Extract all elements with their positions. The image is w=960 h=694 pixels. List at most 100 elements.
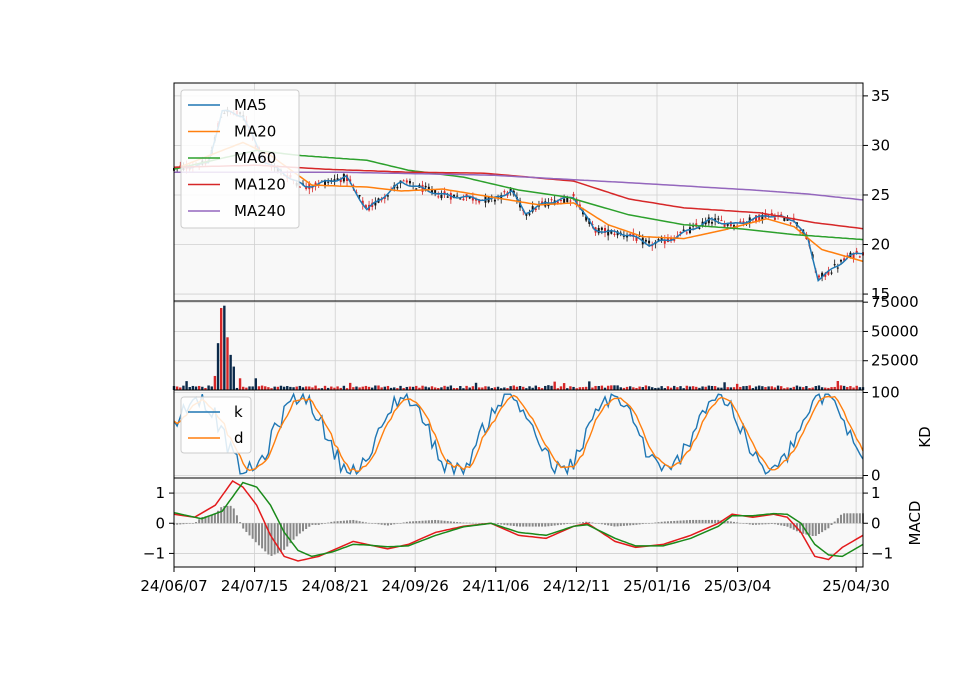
macd-hist-bar [729, 521, 732, 524]
volume-bar [528, 386, 531, 390]
volume-bar [701, 386, 704, 390]
volume-bar [499, 388, 503, 390]
macd-hist-bar [270, 523, 273, 556]
macd-hist-bar [279, 523, 282, 552]
kd-line-k [173, 392, 864, 477]
macd-hist-bar [182, 523, 185, 525]
macd-hist-bar [755, 523, 758, 525]
macd-hist-bar [613, 523, 616, 527]
volume-bar [544, 385, 547, 390]
macd-hist-bar [635, 523, 638, 525]
volume-bar [846, 386, 849, 390]
volume-bar [635, 387, 638, 390]
macd-hist-bar [559, 523, 562, 525]
candle-body [610, 230, 613, 234]
macd-histogram [173, 505, 864, 556]
volume-bar [830, 387, 833, 390]
volume-bar [320, 388, 324, 390]
candle-body [405, 180, 408, 183]
candle-body [559, 199, 562, 201]
volume-bar [534, 385, 538, 390]
macd-hist-bar [500, 523, 503, 525]
volume-bar [487, 386, 490, 390]
macd-hist-bar [780, 523, 783, 526]
macd-hist-bar [509, 523, 512, 526]
macd-ytick-left-label: 0 [155, 514, 165, 532]
macd-hist-bar [758, 523, 761, 525]
macd-hist-bar [692, 519, 695, 524]
price-ytick-label: 15 [871, 285, 890, 303]
legend-label-ma240: MA240 [234, 202, 286, 220]
volume-bar [767, 386, 770, 390]
macd-hist-bar [276, 523, 279, 553]
macd-hist-bar [663, 521, 666, 524]
volume-bar [418, 387, 421, 390]
macd-hist-bar [767, 523, 770, 525]
volume-bar [512, 385, 515, 390]
volume-bar [348, 382, 352, 390]
volume-bar [786, 387, 789, 390]
macd-hist-bar [761, 523, 764, 525]
macd-hist-bar [588, 521, 591, 524]
candle-body [415, 188, 418, 190]
candle-body [386, 195, 389, 197]
volume-bar [207, 385, 210, 390]
candle-body [427, 186, 430, 190]
volume-bar [808, 388, 811, 390]
volume-bar [295, 386, 298, 390]
volume-bar [216, 343, 220, 390]
volume-bar [301, 387, 305, 390]
volume-bar [735, 383, 739, 390]
x-tick-label: 25/03/04 [704, 577, 771, 595]
volume-bar [374, 385, 377, 390]
volume-bar [695, 386, 698, 390]
volume-bar [396, 388, 399, 390]
macd-hist-bar [468, 522, 471, 524]
macd-hist-bar [453, 521, 456, 524]
volume-bar [424, 386, 427, 390]
volume-bar [440, 387, 443, 390]
candle-body [443, 191, 446, 195]
macd-hist-bar [569, 523, 572, 524]
macd-hist-bar [434, 519, 437, 524]
volume-bar [380, 387, 383, 390]
volume-bar [229, 354, 232, 390]
volume-bar [842, 385, 846, 390]
volume-bar [430, 386, 434, 390]
candle-body [622, 235, 625, 237]
macd-hist-bar [619, 523, 622, 527]
macd-hist-bar [242, 523, 245, 529]
macd-hist-bar [786, 523, 789, 527]
candle-body [758, 214, 761, 221]
macd-hist-bar [654, 522, 657, 524]
candle-body [311, 187, 314, 189]
candle-body [541, 201, 544, 204]
volume-bar [383, 386, 386, 390]
candle-body [685, 232, 688, 234]
macd-hist-bar [594, 523, 597, 524]
macd-ylabel: MACD [906, 501, 924, 546]
macd-hist-bar [852, 513, 855, 524]
legend-label-k: k [234, 403, 243, 421]
volume-bar [531, 387, 534, 390]
macd-hist-bar [814, 523, 817, 536]
volume-bar [465, 385, 468, 390]
volume-bar [323, 385, 327, 390]
volume-bar [780, 386, 783, 390]
macd-hist-bar [739, 522, 742, 524]
volume-bar [179, 387, 182, 390]
candle-body [528, 213, 531, 215]
volume-bar [817, 385, 821, 390]
price-ytick-label: 35 [871, 87, 890, 105]
candle-body [572, 193, 575, 197]
volume-bar [594, 385, 597, 390]
macd-ytick-label: −1 [871, 544, 893, 562]
macd-hist-bar [393, 523, 396, 525]
macd-hist-bar [833, 521, 836, 524]
candle-body [308, 182, 311, 190]
candle-body [824, 273, 827, 277]
macd-hist-bar [361, 521, 364, 524]
candle-body [830, 272, 833, 274]
x-tick-label: 24/11/06 [462, 577, 529, 595]
volume-bar [591, 387, 594, 390]
